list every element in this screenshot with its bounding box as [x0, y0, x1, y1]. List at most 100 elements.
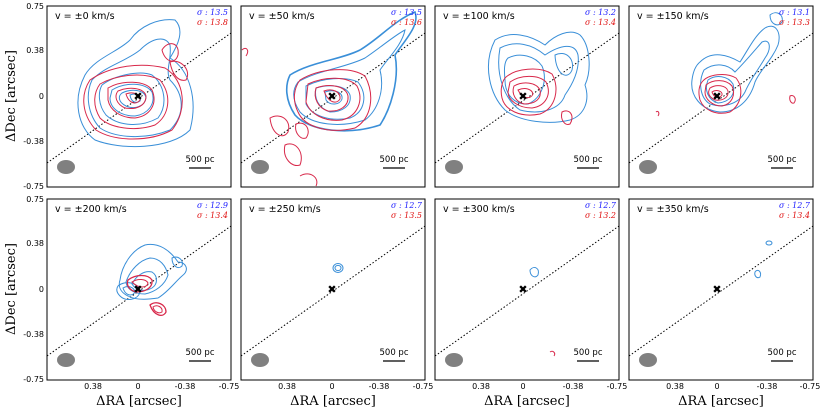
scale-bar-label: 500 pc [574, 348, 603, 358]
y-tick-label: 0.38 [26, 46, 44, 55]
center-marker: ✖ [327, 283, 336, 296]
scale-bar-label: 500 pc [380, 155, 409, 165]
beam-ellipse [251, 160, 269, 174]
x-tick-label: 0.38 [84, 382, 102, 391]
y-axis-label: ΔDec [arcsec] [4, 50, 19, 142]
red-contour [711, 90, 723, 98]
blue-contour [118, 243, 187, 300]
panel-2: ✖ 500 pc v = ±100 km/s σ : 13.2 σ : 13.4 [434, 5, 620, 188]
sigma-blue: σ : 13.2 [585, 8, 616, 17]
sigma-red: σ : 13.4 [197, 211, 228, 220]
red-contour [283, 143, 302, 167]
blue-contour [285, 10, 417, 132]
red-contour [293, 69, 372, 131]
sigma-blue: σ : 13.5 [391, 8, 422, 17]
red-contour [299, 173, 318, 187]
blue-contour [487, 31, 590, 123]
sigma-blue: σ : 13.1 [779, 8, 810, 17]
x-tick-label: -0.38 [369, 382, 390, 391]
panel-7: ✖ 500 pc v = ±350 km/s σ : 12.7 σ : 13.4 [628, 198, 814, 381]
blue-contour [498, 43, 579, 113]
sigma-blue: σ : 12.7 [585, 201, 617, 210]
panel-3: ✖ 500 pc v = ±150 km/s σ : 13.1 σ : 13.3 [628, 5, 814, 188]
y-tick-label: -0.38 [23, 137, 44, 146]
sigma-blue: σ : 13.5 [197, 8, 228, 17]
scale-bar-label: 500 pc [380, 348, 409, 358]
blue-contour [293, 29, 406, 125]
blue-contour [754, 269, 761, 279]
major-axis-line [47, 32, 231, 164]
velocity-label: v = ±300 km/s [443, 204, 515, 215]
red-contour [789, 95, 796, 104]
scale-bar-label: 500 pc [574, 155, 603, 165]
x-tick-label: -0.75 [413, 382, 434, 391]
x-tick-label: 0 [714, 382, 719, 391]
red-contour [241, 47, 249, 57]
center-marker: ✖ [133, 283, 142, 296]
panel-6: ✖ 500 pc v = ±300 km/s σ : 12.7 σ : 13.2 [434, 198, 620, 381]
y-tick-label: -0.38 [23, 330, 44, 339]
center-marker: ✖ [712, 90, 721, 103]
sigma-red: σ : 13.6 [391, 18, 422, 27]
blue-contour [769, 12, 783, 26]
red-contour [83, 64, 183, 140]
y-tick-label: 0.75 [26, 2, 44, 11]
scale-bar-label: 500 pc [186, 155, 215, 165]
blue-contour [125, 257, 169, 295]
sigma-red: σ : 13.8 [197, 18, 228, 27]
y-tick-label: -0.75 [23, 375, 44, 384]
blue-contour [700, 40, 770, 107]
x-tick-label: -0.38 [563, 382, 584, 391]
blue-contour [554, 53, 574, 76]
red-contour [517, 88, 534, 99]
y-tick-label: -0.75 [23, 182, 44, 191]
beam-ellipse [445, 160, 463, 174]
red-contour [507, 75, 549, 109]
red-contour [115, 87, 147, 109]
red-contour [314, 85, 349, 112]
x-axis-3: 0.38 0 -0.38 -0.75 [666, 382, 820, 391]
blue-contour [529, 267, 539, 278]
x-axis-label: ΔRA [arcsec] [290, 394, 376, 409]
red-contour [161, 43, 179, 62]
panel-0: ✖ 500 pc v = ±0 km/s σ : 13.5 σ : 13.8 [46, 5, 232, 188]
beam-ellipse [57, 160, 75, 174]
red-contour [295, 122, 309, 139]
velocity-label: v = ±150 km/s [637, 11, 709, 22]
y-axis-top: 0.75 0.38 0 -0.38 -0.75 [23, 2, 44, 191]
x-tick-label: -0.38 [175, 382, 196, 391]
red-contour [698, 74, 742, 114]
red-contour [500, 68, 557, 116]
panel-5: ✖ 500 pc v = ±250 km/s σ : 12.7 σ : 13.5 [240, 198, 426, 381]
sigma-red: σ : 13.5 [391, 211, 422, 220]
red-contour [269, 115, 290, 137]
blue-contour [334, 264, 342, 272]
x-axis-label: ΔRA [arcsec] [96, 394, 182, 409]
red-contour [125, 92, 141, 104]
velocity-label: v = ±50 km/s [249, 11, 315, 22]
blue-contour [116, 282, 141, 300]
x-axis-2: 0.38 0 -0.38 -0.75 [472, 382, 627, 391]
beam-ellipse [445, 353, 463, 367]
blue-contour [109, 83, 154, 117]
x-tick-label: -0.75 [219, 382, 240, 391]
blue-contour [131, 271, 157, 291]
beam-ellipse [251, 353, 269, 367]
red-contour [152, 305, 163, 314]
sigma-blue: σ : 12.9 [197, 201, 228, 210]
beam-ellipse [57, 353, 75, 367]
blue-contour [332, 263, 344, 273]
velocity-label: v = ±250 km/s [249, 204, 321, 215]
red-contour [708, 85, 729, 101]
blue-contour [77, 19, 194, 147]
scale-bar-label: 500 pc [768, 155, 797, 165]
red-contour [704, 80, 735, 107]
x-tick-label: 0.38 [666, 382, 684, 391]
velocity-label: v = ±100 km/s [443, 11, 515, 22]
red-contour [107, 81, 155, 119]
red-contour [131, 279, 149, 288]
velocity-label: v = ±200 km/s [55, 204, 127, 215]
sigma-blue: σ : 12.7 [779, 201, 811, 210]
blue-contour [691, 25, 780, 113]
